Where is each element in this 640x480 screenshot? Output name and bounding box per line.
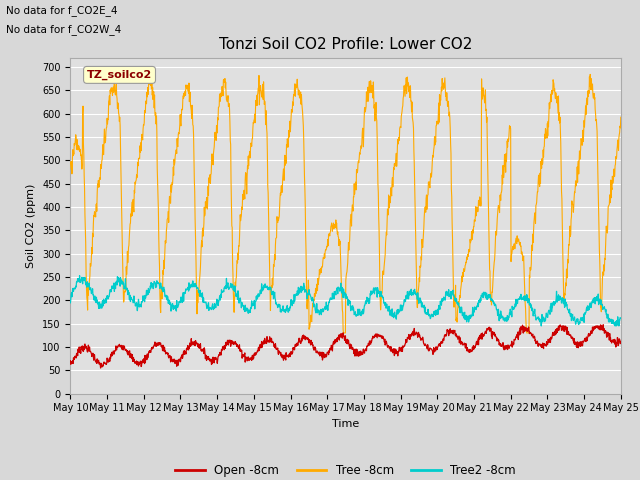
Text: No data for f_CO2W_4: No data for f_CO2W_4 — [6, 24, 122, 35]
Text: No data for f_CO2E_4: No data for f_CO2E_4 — [6, 5, 118, 16]
X-axis label: Time: Time — [332, 419, 359, 429]
Legend: Open -8cm, Tree -8cm, Tree2 -8cm: Open -8cm, Tree -8cm, Tree2 -8cm — [170, 459, 521, 480]
Title: Tonzi Soil CO2 Profile: Lower CO2: Tonzi Soil CO2 Profile: Lower CO2 — [219, 37, 472, 52]
Y-axis label: Soil CO2 (ppm): Soil CO2 (ppm) — [26, 183, 36, 268]
Text: TZ_soilco2: TZ_soilco2 — [87, 70, 152, 80]
